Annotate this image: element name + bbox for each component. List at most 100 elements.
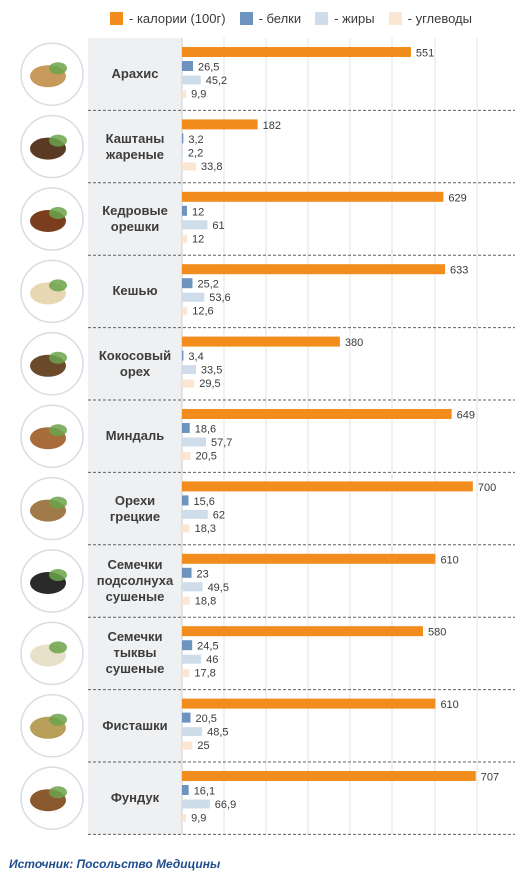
bar-calories (182, 119, 258, 130)
bar-protein (182, 133, 184, 144)
data-label-protein: 3,4 (188, 351, 203, 363)
chart: 55126,545,29,91823,22,233,86291261126332… (20, 38, 515, 835)
bar-protein (182, 785, 189, 795)
data-label-fat: 48,5 (207, 727, 228, 739)
bar-fat (182, 654, 202, 664)
category-label: Кешью (112, 283, 158, 299)
legend-item-carbs: - углеводы (388, 10, 472, 26)
almond-leaf-icon (49, 424, 67, 437)
legend-label-protein: - белки (258, 10, 302, 26)
data-label-fat: 57,7 (211, 437, 232, 449)
bar-carbs (182, 669, 190, 678)
bar-carbs (182, 162, 197, 171)
bar-fat (182, 727, 203, 737)
bar-calories (182, 264, 446, 275)
data-label-protein: 12 (192, 206, 204, 218)
bar-calories (182, 553, 436, 564)
legend-item-fat: - жиры (315, 10, 375, 26)
bar-fat (182, 220, 208, 230)
data-label-calories: 633 (450, 265, 468, 277)
source-note: Источник: Посольство Медицины (9, 857, 221, 871)
bar-carbs (182, 379, 195, 388)
bar-protein (182, 567, 192, 578)
bar-calories (182, 626, 423, 637)
legend-item-protein: - белки (239, 10, 302, 26)
legend-label-calories: - калории (100г) (129, 10, 226, 26)
bar-carbs (182, 307, 188, 316)
data-label-calories: 380 (345, 337, 363, 349)
data-label-carbs: 29,5 (199, 378, 220, 390)
data-label-carbs: 18,8 (195, 595, 216, 607)
legend-item-calories: - калории (100г) (110, 11, 226, 26)
category-label: Каштаны жареные (105, 130, 165, 162)
data-label-protein: 3,2 (188, 134, 203, 146)
category-label: Семечки тыквы сушеные (105, 629, 165, 677)
data-label-calories: 700 (478, 482, 496, 494)
category-label: Орехи грецкие (109, 492, 161, 524)
bar-calories (182, 47, 411, 57)
data-label-protein: 24,5 (197, 641, 218, 653)
bar-fat (182, 147, 183, 157)
data-label-fat: 45,2 (206, 75, 227, 87)
category-label: Кедровые орешки (102, 202, 168, 234)
legend-swatch-fat (315, 11, 329, 25)
peanut-leaf-icon (49, 62, 67, 75)
data-label-calories: 182 (263, 120, 281, 132)
bar-protein (182, 423, 190, 433)
data-label-fat: 46 (206, 654, 218, 666)
bar-fat (182, 799, 210, 809)
category-label: Семечки подсолнуха сушеные (96, 556, 174, 604)
data-label-protein: 16,1 (194, 786, 215, 798)
pistachio-leaf-icon (49, 713, 67, 726)
label-panel (88, 38, 182, 835)
bar-carbs (182, 741, 193, 750)
data-label-protein: 26,5 (198, 62, 219, 74)
bar-protein (182, 712, 191, 723)
bar-carbs (182, 596, 190, 605)
data-label-calories: 580 (428, 627, 446, 639)
bar-fat (182, 292, 205, 302)
data-label-carbs: 25 (197, 740, 209, 752)
category-label: Кокосовый орех (98, 347, 172, 379)
legend-swatch-carbs (388, 11, 402, 25)
bar-protein (182, 350, 184, 361)
data-label-carbs: 9,9 (191, 89, 206, 101)
data-label-carbs: 18,3 (195, 523, 216, 535)
data-label-calories: 610 (440, 554, 458, 566)
bar-fat (182, 509, 208, 519)
category-label: Арахис (111, 66, 159, 82)
data-label-fat: 62 (213, 509, 225, 521)
bar-protein (182, 495, 189, 506)
data-label-fat: 2,2 (188, 147, 203, 159)
legend: - калории (100г) - белки - жиры - углево… (110, 8, 510, 28)
data-label-fat: 53,6 (209, 292, 230, 304)
bar-calories (182, 336, 340, 347)
data-label-fat: 61 (212, 220, 224, 232)
bar-fat (182, 582, 203, 592)
category-label: Фисташки (102, 717, 168, 733)
bar-protein (182, 61, 194, 71)
data-label-protein: 23 (197, 568, 209, 580)
walnut-leaf-icon (49, 496, 67, 509)
bar-protein (182, 205, 187, 216)
data-label-fat: 66,9 (215, 799, 236, 811)
data-label-protein: 18,6 (195, 424, 216, 436)
coconut-leaf-icon (49, 351, 67, 364)
hazelnut-leaf-icon (49, 786, 67, 799)
bar-carbs (182, 234, 187, 243)
legend-swatch-calories (110, 11, 123, 25)
legend-label-fat: - жиры (334, 10, 375, 26)
bar-fat (182, 75, 201, 85)
data-label-protein: 25,2 (197, 279, 218, 291)
category-label: Фундук (110, 790, 160, 806)
data-label-fat: 49,5 (208, 582, 229, 594)
data-label-fat: 33,5 (201, 365, 222, 377)
legend-label-carbs: - углеводы (407, 10, 472, 26)
data-label-carbs: 12,6 (192, 306, 213, 318)
data-label-carbs: 20,5 (196, 451, 217, 463)
pumpkin-seed-leaf-icon (49, 641, 67, 654)
data-label-calories: 649 (457, 410, 475, 422)
data-label-carbs: 17,8 (194, 668, 215, 680)
data-label-carbs: 12 (192, 233, 204, 245)
data-label-carbs: 33,8 (201, 161, 222, 173)
